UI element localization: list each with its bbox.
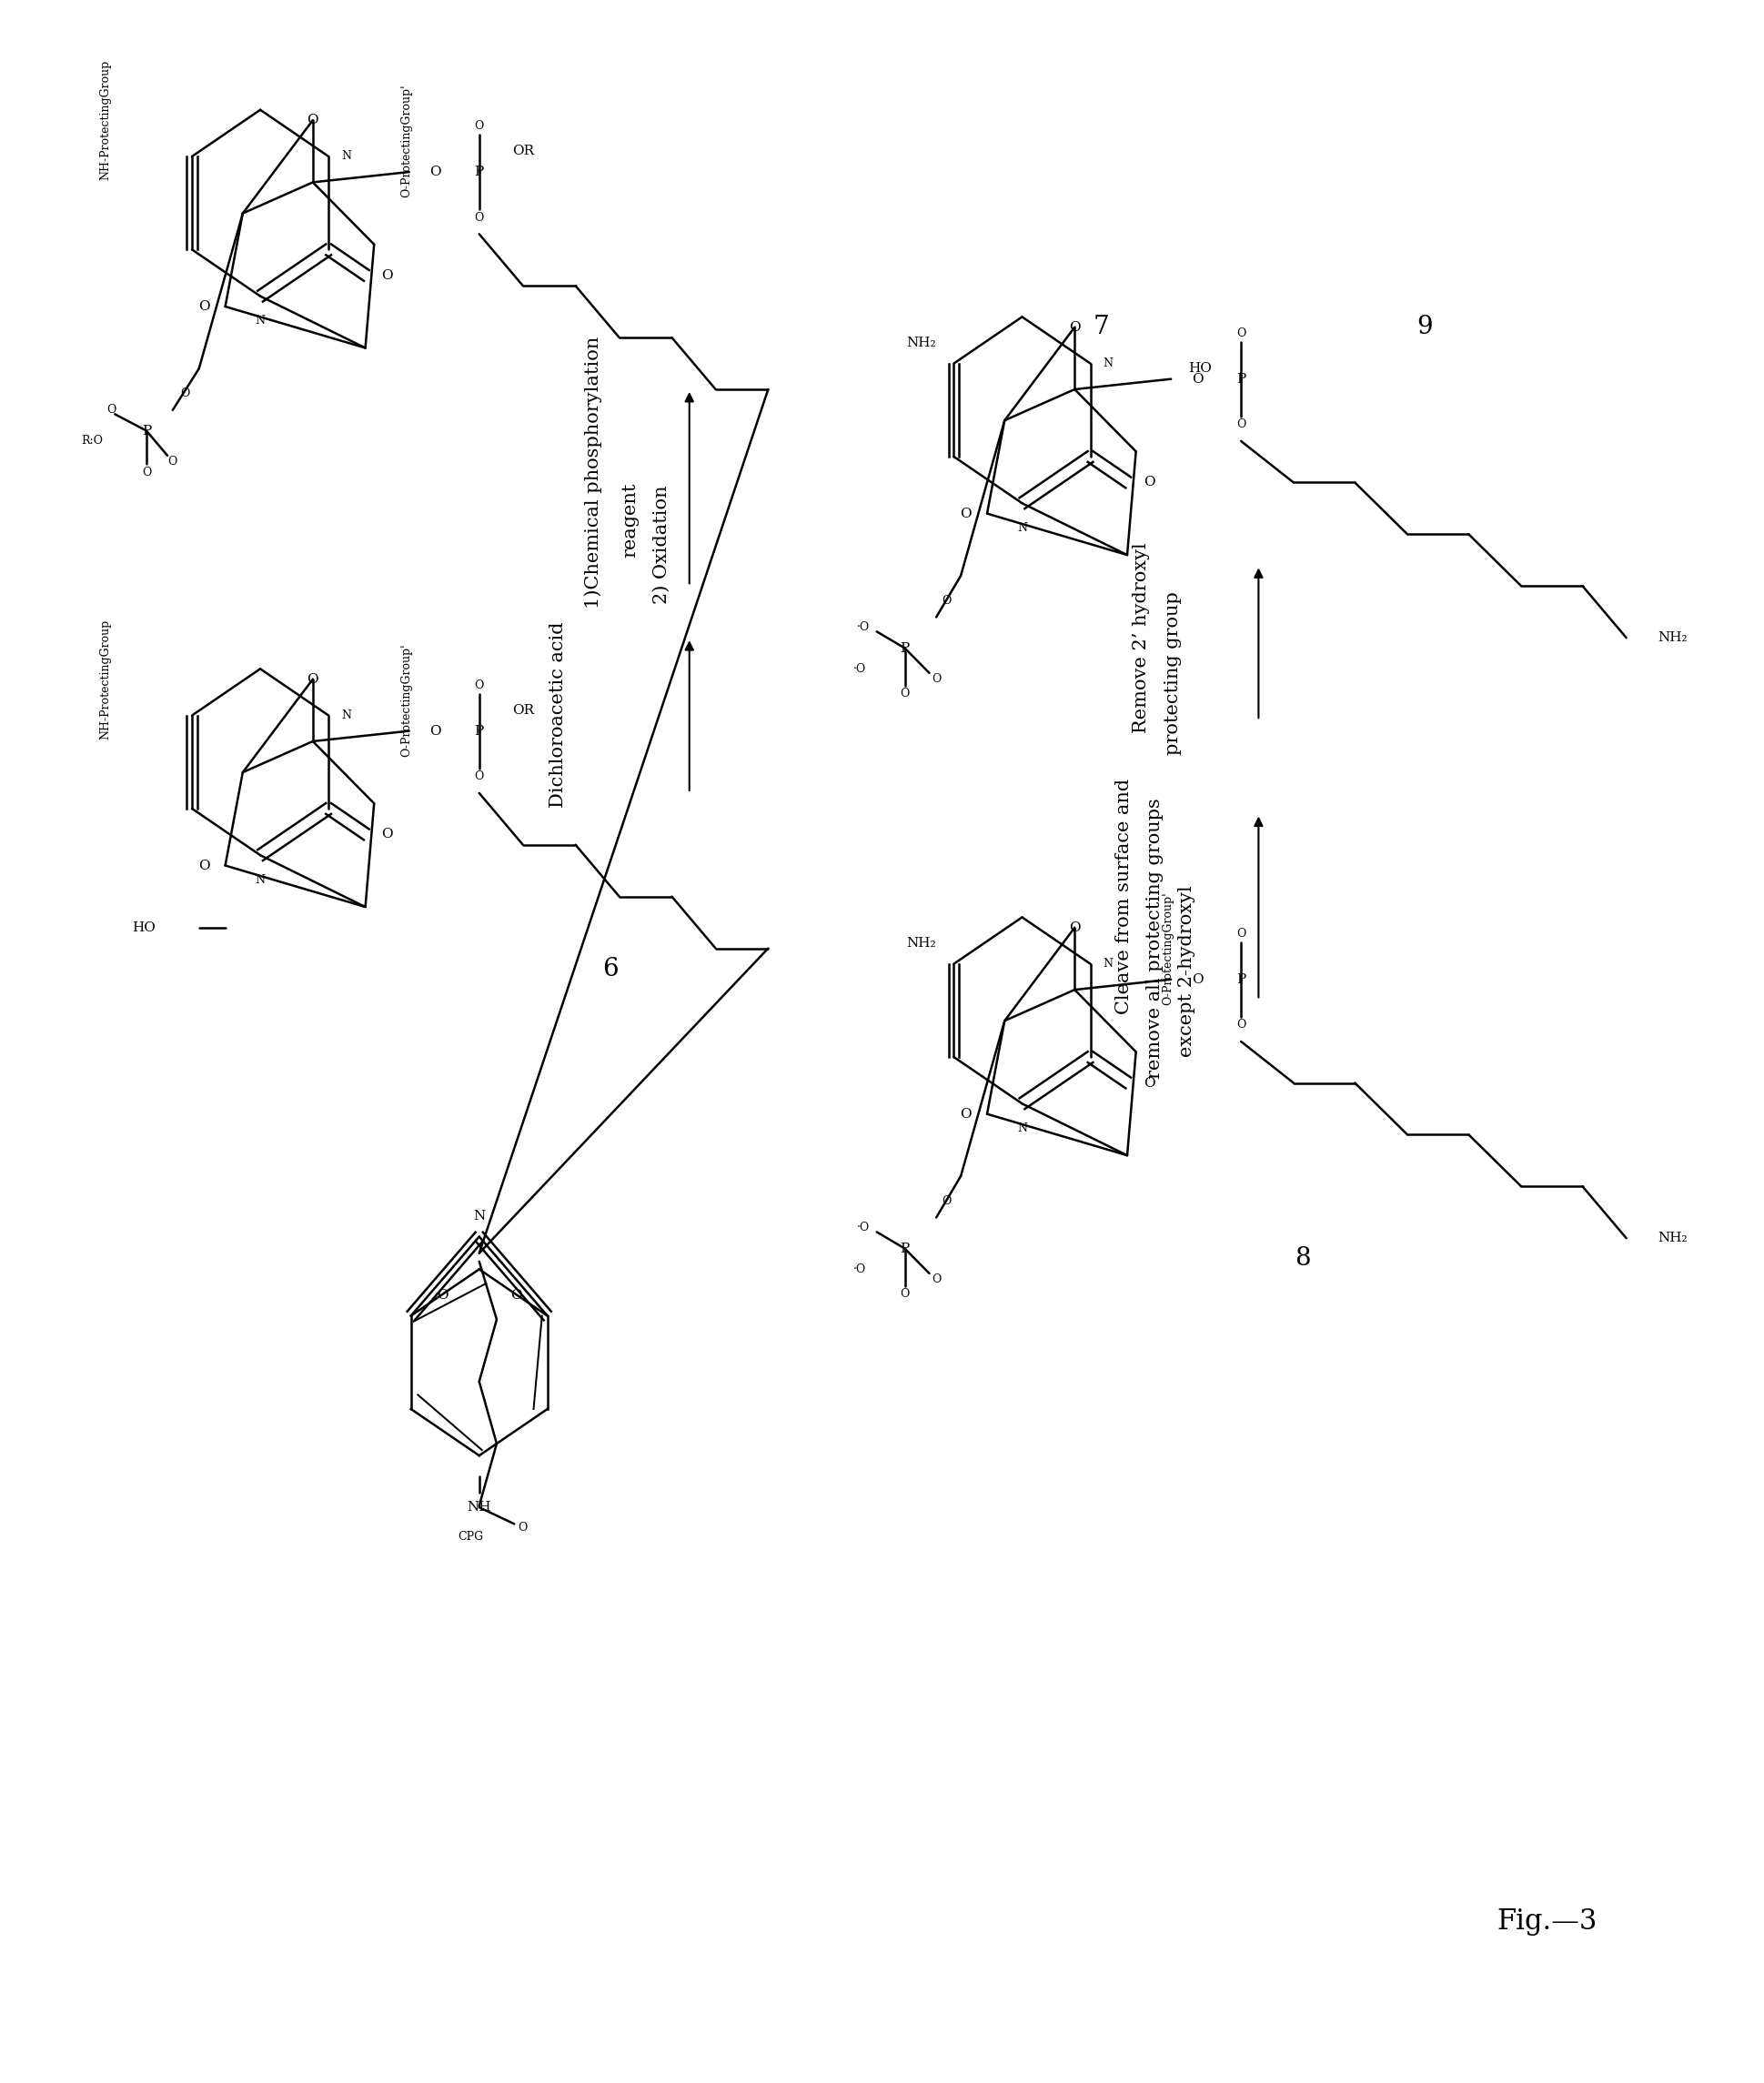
Text: O: O	[1237, 419, 1245, 431]
Text: protecting group: protecting group	[1164, 592, 1182, 754]
Text: O: O	[180, 387, 191, 400]
Text: O: O	[931, 673, 940, 685]
Text: O: O	[1069, 321, 1080, 333]
Text: Dichloroacetic acid: Dichloroacetic acid	[549, 621, 566, 808]
Text: ·O: ·O	[854, 662, 866, 675]
Text: P: P	[475, 165, 483, 179]
Text: O: O	[475, 679, 483, 692]
Text: P: P	[900, 642, 910, 654]
Text: O: O	[475, 121, 483, 133]
Text: 6: 6	[603, 956, 619, 981]
Text: O: O	[931, 1273, 940, 1285]
Text: 2) Oxidation: 2) Oxidation	[653, 485, 670, 604]
Text: 7: 7	[1094, 315, 1110, 340]
Text: P: P	[1237, 973, 1245, 985]
Text: O: O	[1237, 927, 1245, 939]
Text: O-ProtectingGroup': O-ProtectingGroup'	[400, 644, 413, 756]
Text: N: N	[256, 315, 265, 327]
Text: O: O	[519, 1523, 527, 1533]
Text: O-ProtectingGroup': O-ProtectingGroup'	[400, 83, 413, 198]
Text: O: O	[960, 1108, 972, 1121]
Text: Fig.—3: Fig.—3	[1498, 1908, 1598, 1935]
Text: NH₂: NH₂	[1658, 1231, 1688, 1244]
Text: N: N	[473, 1210, 485, 1223]
Text: O: O	[381, 269, 393, 281]
Text: O: O	[510, 1289, 522, 1302]
Text: N: N	[340, 710, 351, 721]
Text: P: P	[1237, 373, 1245, 385]
Text: O: O	[430, 165, 441, 179]
Text: O: O	[381, 829, 393, 842]
Text: HO: HO	[1189, 362, 1212, 375]
Text: O: O	[1237, 327, 1245, 340]
Text: NH-ProtectingGroup: NH-ProtectingGroup	[99, 619, 111, 739]
Text: O: O	[1069, 921, 1080, 933]
Text: O: O	[307, 115, 319, 127]
Text: remove all protecting groups: remove all protecting groups	[1147, 798, 1164, 1079]
Text: HO: HO	[132, 921, 155, 933]
Text: O: O	[900, 1287, 910, 1300]
Text: O: O	[141, 467, 152, 479]
Text: ·O: ·O	[857, 621, 870, 633]
Text: O: O	[1143, 1077, 1155, 1089]
Text: P: P	[900, 1241, 910, 1254]
Text: NH: NH	[467, 1502, 490, 1514]
Text: N: N	[1102, 958, 1113, 971]
Text: O: O	[1143, 477, 1155, 490]
Text: O: O	[106, 404, 116, 417]
Text: Cleave from surface and: Cleave from surface and	[1115, 779, 1132, 1014]
Text: 8: 8	[1295, 1246, 1311, 1271]
Text: P: P	[475, 725, 483, 737]
Text: O: O	[437, 1289, 448, 1302]
Text: O: O	[1191, 973, 1203, 985]
Text: R:O: R:O	[81, 435, 102, 448]
Text: NH₂: NH₂	[907, 335, 937, 350]
Text: OR: OR	[512, 704, 534, 717]
Text: O: O	[307, 673, 319, 685]
Text: O: O	[960, 506, 972, 521]
Text: ·O: ·O	[857, 1223, 870, 1233]
Text: O: O	[942, 1196, 951, 1206]
Text: P: P	[141, 425, 152, 437]
Text: CPG: CPG	[457, 1531, 483, 1544]
Text: ·O: ·O	[854, 1262, 866, 1275]
Text: O: O	[1191, 373, 1203, 385]
Text: N: N	[1018, 523, 1027, 533]
Text: O: O	[199, 300, 210, 312]
Text: O: O	[168, 456, 178, 469]
Text: except 2-hydroxyl: except 2-hydroxyl	[1178, 885, 1196, 1056]
Text: O: O	[430, 725, 441, 737]
Text: 9: 9	[1416, 315, 1432, 340]
Text: NH₂: NH₂	[907, 937, 937, 950]
Text: O: O	[475, 771, 483, 783]
Text: reagent: reagent	[621, 483, 639, 558]
Text: 1)Chemical phosphorylation: 1)Chemical phosphorylation	[584, 335, 602, 608]
Text: O: O	[900, 687, 910, 700]
Text: N: N	[340, 150, 351, 162]
Text: OR: OR	[512, 146, 534, 158]
Text: NH₂: NH₂	[1658, 631, 1688, 644]
Text: N: N	[1018, 1123, 1027, 1135]
Text: NH-ProtectingGroup: NH-ProtectingGroup	[99, 60, 111, 181]
Text: O: O	[199, 858, 210, 873]
Text: O-ProtectingGroup': O-ProtectingGroup'	[1162, 892, 1175, 1004]
Text: O: O	[1237, 1019, 1245, 1031]
Text: N: N	[256, 875, 265, 885]
Text: Remove 2’ hydroxyl: Remove 2’ hydroxyl	[1132, 542, 1150, 733]
Text: N: N	[1102, 358, 1113, 369]
Text: O: O	[475, 212, 483, 223]
Text: O: O	[942, 594, 951, 606]
